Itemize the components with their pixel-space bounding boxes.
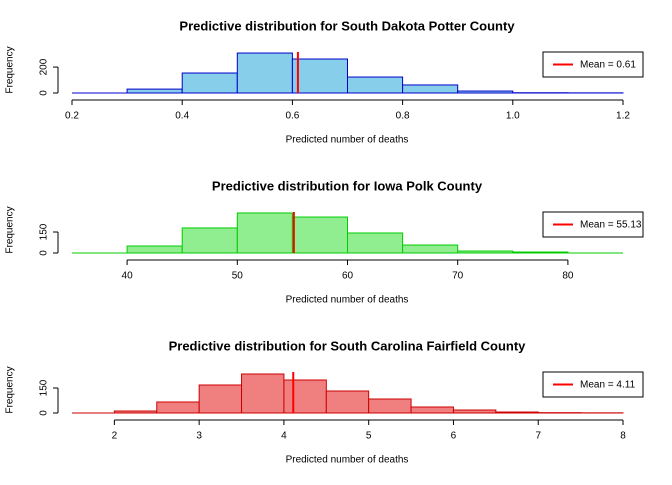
bar <box>453 410 495 413</box>
x-tick-label: 0.2 <box>65 111 79 122</box>
bar <box>326 391 368 413</box>
chart-title: Predictive distribution for South Caroli… <box>169 338 527 353</box>
y-tick-label: 0 <box>39 410 50 416</box>
bar <box>182 73 237 93</box>
y-axis-label: Frequency <box>5 206 16 253</box>
bar <box>127 89 182 93</box>
x-tick-label: 80 <box>562 271 574 282</box>
y-tick-label: 0 <box>39 90 50 96</box>
bar <box>411 407 453 413</box>
y-tick-label: 200 <box>39 58 50 75</box>
y-tick-label: 150 <box>39 223 50 240</box>
y-axis-label: Frequency <box>5 366 16 413</box>
bar <box>292 59 347 93</box>
x-tick-label: 2 <box>112 431 118 442</box>
bar <box>369 399 411 413</box>
x-tick-label: 1.2 <box>616 111 630 122</box>
y-axis-label: Frequency <box>5 46 16 93</box>
bar <box>348 77 403 93</box>
chart-title: Predictive distribution for Iowa Polk Co… <box>212 178 483 193</box>
x-tick-label: 5 <box>366 431 372 442</box>
legend-label: Mean = 4.11 <box>580 380 636 391</box>
x-tick-label: 1.0 <box>506 111 520 122</box>
x-tick-label: 0.8 <box>396 111 410 122</box>
bar <box>403 85 458 93</box>
x-tick-label: 8 <box>620 431 626 442</box>
x-tick-label: 4 <box>281 431 287 442</box>
bar <box>458 251 513 253</box>
legend-label: Mean = 55.13 <box>580 220 642 231</box>
bar <box>292 217 347 253</box>
bar <box>114 411 156 413</box>
bar <box>513 252 568 253</box>
bar <box>182 228 237 253</box>
x-tick-label: 0.4 <box>175 111 189 122</box>
bar <box>348 233 403 253</box>
x-tick-label: 50 <box>232 271 244 282</box>
chart-title: Predictive distribution for South Dakota… <box>179 18 515 33</box>
x-tick-label: 40 <box>122 271 134 282</box>
bar <box>157 402 199 413</box>
x-axis-label: Predicted number of deaths <box>286 455 409 466</box>
bar <box>496 412 538 413</box>
y-tick-label: 0 <box>39 250 50 256</box>
x-tick-label: 3 <box>196 431 202 442</box>
bar <box>242 374 284 413</box>
bar <box>237 213 292 253</box>
x-tick-label: 70 <box>452 271 464 282</box>
x-tick-label: 0.6 <box>285 111 299 122</box>
x-tick-label: 7 <box>535 431 541 442</box>
x-tick-label: 6 <box>451 431 457 442</box>
x-tick-label: 60 <box>342 271 354 282</box>
legend-label: Mean = 0.61 <box>580 60 636 71</box>
y-tick-label: 150 <box>39 379 50 396</box>
bar <box>403 245 458 253</box>
x-axis-label: Predicted number of deaths <box>286 295 409 306</box>
bar <box>458 91 513 93</box>
bar <box>127 246 182 253</box>
bar <box>237 53 292 93</box>
bar <box>284 380 326 413</box>
bar <box>199 385 241 413</box>
x-axis-label: Predicted number of deaths <box>286 135 409 146</box>
